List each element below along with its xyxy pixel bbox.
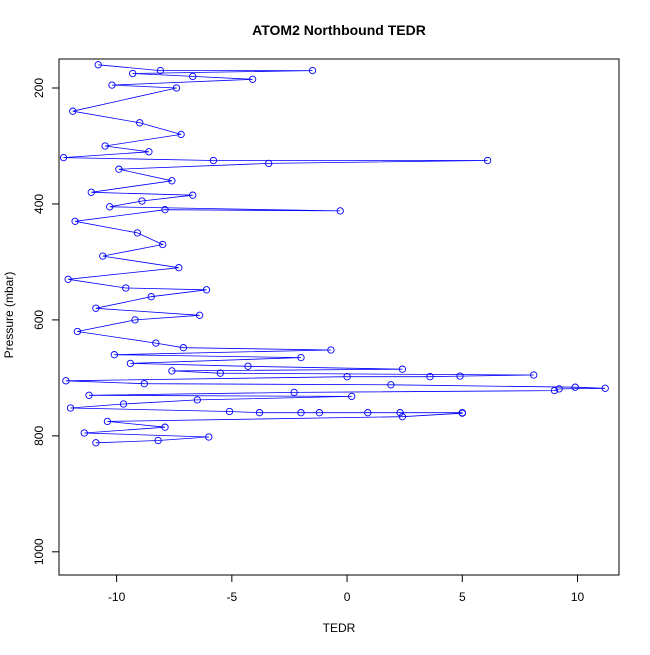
data-point — [133, 229, 142, 237]
x-tick-label: 5 — [459, 590, 466, 604]
y-tick-label: 400 — [32, 194, 46, 214]
data-point — [177, 130, 185, 139]
data-point — [387, 381, 395, 389]
data-point — [265, 159, 273, 168]
data-point — [168, 367, 176, 375]
data-point — [530, 371, 538, 379]
data-point — [172, 84, 181, 92]
data-point — [297, 353, 305, 362]
x-tick-label: 0 — [344, 590, 351, 604]
y-tick-label: 200 — [32, 78, 46, 98]
data-point — [99, 252, 107, 260]
data-point — [92, 439, 100, 447]
data-point — [255, 409, 264, 417]
data-point — [202, 286, 211, 294]
data-point — [138, 197, 146, 205]
data-point — [189, 191, 197, 199]
data-point — [216, 369, 224, 377]
data-point — [195, 311, 204, 319]
y-tick-label: 800 — [32, 426, 46, 446]
data-point — [290, 388, 298, 397]
x-axis-label: TEDR — [323, 621, 356, 635]
series-line — [63, 64, 606, 444]
data-point — [398, 365, 407, 373]
data-point — [209, 156, 218, 165]
data-point — [115, 165, 123, 173]
data-point — [161, 423, 169, 431]
data-point — [555, 385, 563, 393]
data-point — [147, 293, 155, 301]
data-point — [193, 396, 201, 404]
data-point — [69, 107, 77, 115]
data-point — [426, 373, 434, 381]
chart-title: ATOM2 Northbound TEDR — [252, 22, 426, 38]
x-axis: -10 -5 0 5 10 — [108, 575, 585, 604]
data-point — [80, 429, 88, 437]
data-point — [108, 81, 116, 89]
data-point — [248, 75, 257, 83]
y-tick-label: 1000 — [32, 538, 46, 565]
data-point — [458, 409, 466, 417]
data-point — [168, 177, 176, 185]
data-point — [152, 339, 160, 347]
data-point — [225, 407, 234, 416]
data-point — [103, 417, 112, 426]
x-tick-label: -5 — [227, 590, 238, 604]
data-point — [297, 409, 305, 417]
data-point — [145, 148, 153, 156]
data-point — [550, 386, 559, 395]
data-point — [131, 316, 139, 324]
data-point — [92, 304, 100, 312]
data-point — [64, 275, 72, 283]
data-point — [119, 400, 128, 408]
data-point — [601, 384, 609, 392]
data-point — [122, 284, 130, 292]
data-point — [87, 188, 95, 196]
data-point — [336, 207, 344, 215]
data-point — [140, 380, 148, 388]
y-axis: 200 400 600 800 1000 — [32, 78, 59, 565]
data-point — [154, 436, 162, 445]
data-point — [85, 391, 93, 399]
data-point — [66, 404, 75, 412]
data-point — [244, 362, 252, 370]
data-point — [71, 217, 79, 225]
data-point — [179, 344, 188, 352]
data-point — [571, 383, 579, 391]
data-point — [398, 413, 407, 421]
data-point — [175, 264, 183, 272]
data-point — [136, 119, 144, 127]
data-point — [156, 66, 165, 75]
data-point — [73, 327, 82, 336]
x-tick-label: 10 — [571, 590, 585, 604]
data-point — [483, 156, 492, 165]
data-point — [205, 433, 213, 441]
data-point — [343, 373, 351, 381]
x-tick-label: -10 — [108, 590, 126, 604]
data-point — [101, 142, 109, 150]
data-point — [94, 61, 102, 69]
data-point — [364, 409, 372, 417]
data-point — [59, 153, 68, 162]
y-axis-label: Pressure (mbar) — [2, 272, 16, 359]
data-point — [159, 240, 167, 249]
data-point — [161, 206, 169, 214]
data-point — [456, 372, 464, 380]
data-point — [327, 346, 335, 354]
data-point — [126, 359, 135, 368]
data-point — [62, 377, 70, 385]
data-point — [110, 351, 118, 359]
series-layer — [59, 61, 609, 447]
data-point — [315, 409, 324, 417]
data-point — [189, 72, 197, 81]
data-point — [396, 409, 404, 417]
y-tick-label: 600 — [32, 310, 46, 330]
data-point — [129, 69, 137, 78]
data-point — [106, 203, 114, 211]
plot-frame — [58, 58, 620, 576]
data-point — [308, 66, 317, 75]
data-point — [348, 392, 356, 401]
